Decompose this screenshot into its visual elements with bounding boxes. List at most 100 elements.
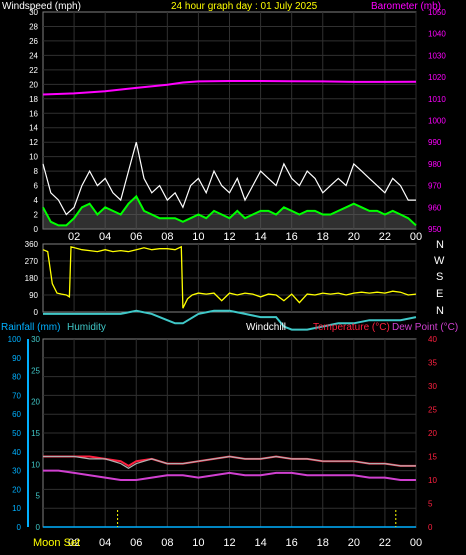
- temp-x-tick-label: 06: [130, 537, 142, 549]
- direction-y-tick-label: 90: [29, 291, 38, 300]
- wind-avg-area: [43, 196, 416, 229]
- wind-x-tick-label: 18: [317, 231, 329, 243]
- direction-y-tick-label: 180: [25, 274, 39, 283]
- wind-y-tick-label: 22: [29, 66, 38, 75]
- temperature-y-tick-label: 35: [428, 359, 437, 368]
- humidity-y-tick-label: 10: [31, 460, 40, 469]
- rainfall-y-tick-label: 90: [12, 354, 21, 363]
- temp-x-tick-label: 04: [99, 537, 111, 549]
- barometer-y-tick-label: 980: [428, 160, 442, 169]
- humidity-y-tick-label: 5: [36, 492, 41, 501]
- rainfall-y-tick-label: 60: [12, 410, 21, 419]
- barometer-y-tick-label: 950: [428, 225, 442, 234]
- barometer-y-tick-label: 1010: [428, 95, 446, 104]
- temperature-y-tick-label: 20: [428, 429, 437, 438]
- wind-x-tick-label: 04: [99, 231, 111, 243]
- rainfall-axis-title: Rainfall (mm): [1, 322, 60, 333]
- wind-direction-line: [42, 245, 417, 309]
- direction-series: [42, 245, 417, 309]
- temperature-y-tick-label: 25: [428, 406, 437, 415]
- wind-x-tick-label: 20: [348, 231, 360, 243]
- rainfall-y-tick-label: 30: [12, 467, 21, 476]
- dewpoint-axis-title: Dew Point (°C): [392, 322, 458, 333]
- temp-x-tick-label: 18: [317, 537, 329, 549]
- direction-grid: [43, 244, 417, 312]
- temp-x-tick-label: 16: [286, 537, 298, 549]
- barometer-y-tick-label: 1000: [428, 117, 446, 126]
- temp-x-tick-label: 08: [161, 537, 173, 549]
- wind-x-tick-label: 12: [223, 231, 235, 243]
- compass-e: E: [436, 288, 443, 300]
- temperature-y-tick-label: 10: [428, 476, 437, 485]
- wind-x-tick-label: 16: [286, 231, 298, 243]
- wind-y-tick-label: 0: [34, 225, 39, 234]
- tick-labels: 0246810121416182022242628309509609709809…: [8, 8, 447, 549]
- wind-x-tick-label: 08: [161, 231, 173, 243]
- compass-w: W: [434, 255, 445, 267]
- temp-x-tick-label: 12: [223, 537, 235, 549]
- moon-set-label: Moon Set: [33, 537, 80, 549]
- windchill-label: Windchill: [246, 322, 286, 333]
- wind-y-tick-label: 6: [34, 182, 39, 191]
- direction-y-tick-label: 360: [25, 240, 39, 249]
- wind-y-tick-label: 18: [29, 95, 38, 104]
- wind-x-tick-label: 14: [254, 231, 266, 243]
- humidity-y-tick-label: 0: [36, 523, 41, 532]
- rainfall-y-tick-label: 70: [12, 391, 21, 400]
- compass-s: S: [436, 271, 443, 283]
- direction-y-tick-label: 270: [25, 257, 39, 266]
- humidity-y-tick-label: 15: [31, 429, 40, 438]
- barometer-axis-title: Barometer (mb): [371, 1, 441, 12]
- wind-y-tick-label: 16: [29, 109, 38, 118]
- compass-n-top: N: [436, 239, 444, 251]
- humidity-y-tick-label: 25: [31, 366, 40, 375]
- wind-x-tick-label: 10: [192, 231, 204, 243]
- temp-x-tick-label: 10: [192, 537, 204, 549]
- wind-y-tick-label: 28: [29, 22, 38, 31]
- temp-x-tick-label: 00: [410, 537, 422, 549]
- humidity-y-tick-label: 30: [31, 335, 40, 344]
- wind-x-tick-label: 00: [410, 231, 422, 243]
- rainfall-y-tick-label: 100: [8, 335, 22, 344]
- rainfall-y-tick-label: 50: [12, 429, 21, 438]
- wind-x-tick-label: 02: [68, 231, 80, 243]
- wind-y-tick-label: 2: [34, 211, 39, 220]
- wind-y-tick-label: 4: [34, 196, 39, 205]
- wind-y-tick-label: 12: [29, 138, 38, 147]
- temp-grid: [27, 339, 417, 527]
- humidity-axis-title: Humidity: [67, 322, 106, 333]
- wind-axis-title: Windspeed (mph): [2, 1, 81, 12]
- temp-x-tick-label: 22: [379, 537, 391, 549]
- wind-y-tick-label: 24: [29, 51, 38, 60]
- temperature-y-tick-label: 40: [428, 335, 437, 344]
- temperature-y-tick-label: 5: [428, 500, 433, 509]
- wind-grid: [43, 12, 417, 229]
- temp-x-tick-label: 14: [254, 537, 266, 549]
- rainfall-y-tick-label: 40: [12, 448, 21, 457]
- humidity-y-tick-label: 20: [31, 398, 40, 407]
- direction-y-tick-label: 0: [34, 308, 39, 317]
- chart-title: 24 hour graph day : 01 July 2025: [171, 1, 318, 12]
- barometer-line: [42, 80, 417, 96]
- wind-gust-line: [42, 142, 416, 216]
- barometer-y-tick-label: 1030: [428, 51, 446, 60]
- barometer-y-tick-label: 960: [428, 203, 442, 212]
- rainfall-y-tick-label: 20: [12, 485, 21, 494]
- wind-x-tick-label: 06: [130, 231, 142, 243]
- wind-y-tick-label: 10: [29, 153, 38, 162]
- rainfall-y-tick-label: 0: [17, 523, 22, 532]
- compass-n-bottom: N: [436, 305, 444, 317]
- barometer-y-tick-label: 970: [428, 182, 442, 191]
- barometer-y-tick-label: 990: [428, 138, 442, 147]
- temp-x-tick-label: 02: [68, 537, 80, 549]
- barometer-y-tick-label: 1020: [428, 73, 446, 82]
- wind-x-tick-label: 22: [379, 231, 391, 243]
- wind-y-tick-label: 26: [29, 37, 38, 46]
- rainfall-y-tick-label: 80: [12, 373, 21, 382]
- wind-y-tick-label: 20: [29, 80, 38, 89]
- wind-y-tick-label: 8: [34, 167, 39, 176]
- wind-series: [42, 80, 417, 229]
- temp-series: [43, 309, 417, 528]
- temperature-axis-title: Temperature (°C): [313, 322, 390, 333]
